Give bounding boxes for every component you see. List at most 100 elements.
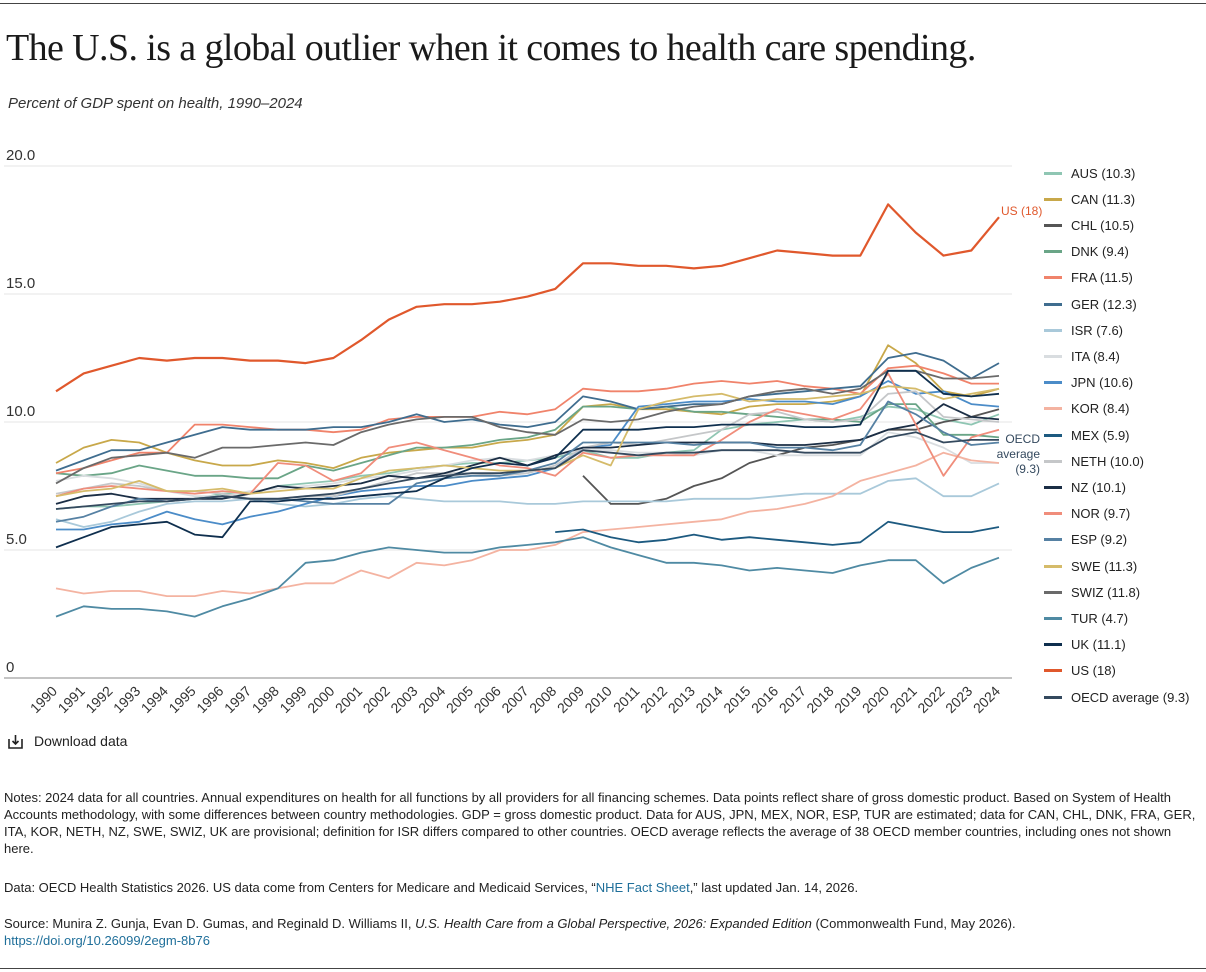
x-tick-label: 2006	[471, 683, 504, 716]
x-tick-label: 2011	[610, 683, 643, 716]
legend-label: ISR (7.6)	[1071, 322, 1124, 338]
legend-item: NZ (10.1)	[1044, 477, 1126, 497]
x-tick-label: 2015	[720, 683, 753, 716]
source-suffix: (Commonwealth Fund, May 2026).	[811, 916, 1016, 931]
x-tick-label: 2012	[637, 683, 670, 716]
x-tick-label: 2000	[304, 683, 337, 716]
doi-link[interactable]: https://doi.org/10.26099/2egm-8b76	[4, 933, 210, 948]
legend-label: KOR (8.4)	[1071, 401, 1130, 417]
legend-swatch	[1044, 485, 1062, 489]
legend-swatch	[1044, 512, 1062, 516]
legend-label: NOR (9.7)	[1071, 506, 1131, 522]
legend-item: UK (11.1)	[1044, 635, 1126, 655]
x-tick-label: 1996	[193, 683, 226, 716]
x-tick-label: 1990	[27, 683, 60, 716]
download-data-label: Download data	[34, 733, 128, 749]
legend-swatch	[1044, 590, 1062, 594]
x-tick-label: 2004	[415, 683, 448, 716]
x-tick-label: 1999	[276, 683, 309, 716]
nhe-fact-sheet-link[interactable]: NHE Fact Sheet	[595, 880, 690, 895]
legend-swatch	[1044, 407, 1062, 411]
legend-item: ITA (8.4)	[1044, 346, 1120, 366]
legend-label: JPN (10.6)	[1071, 375, 1134, 391]
legend-swatch	[1044, 197, 1062, 201]
y-tick-label: 0	[6, 659, 14, 676]
legend-item: SWE (11.3)	[1044, 556, 1137, 576]
series-line	[55, 477, 1000, 528]
legend-label: NZ (10.1)	[1071, 479, 1126, 495]
oecd-end-label: OECD	[1005, 432, 1040, 446]
legend-label: ITA (8.4)	[1071, 348, 1120, 364]
legend-item: CAN (11.3)	[1044, 189, 1135, 209]
bottom-rule	[0, 968, 1206, 969]
x-tick-label: 1995	[165, 683, 198, 716]
series-line	[55, 364, 999, 475]
page-title: The U.S. is a global outlier when it com…	[6, 27, 976, 69]
x-tick-label: 2002	[360, 683, 393, 716]
x-tick-label: 2013	[665, 683, 698, 716]
legend-label: MEX (5.9)	[1071, 427, 1130, 443]
legend-swatch	[1044, 171, 1062, 175]
legend-item: NOR (9.7)	[1044, 504, 1130, 524]
legend-swatch	[1044, 250, 1062, 254]
data-prefix: Data: OECD Health Statistics 2026. US da…	[4, 880, 596, 895]
legend-swatch	[1044, 695, 1062, 699]
x-tick-label: 1992	[82, 683, 115, 716]
legend-swatch	[1044, 328, 1062, 332]
legend-label: GER (12.3)	[1071, 296, 1137, 312]
legend-item: SWIZ (11.8)	[1044, 582, 1140, 602]
top-rule	[0, 3, 1206, 4]
oecd-end-label: average	[997, 447, 1041, 461]
x-tick-label: 2005	[443, 683, 476, 716]
x-tick-label: 2018	[803, 683, 836, 716]
legend-label: FRA (11.5)	[1071, 270, 1133, 286]
series-line	[55, 372, 1000, 498]
x-tick-label: 2003	[387, 683, 420, 716]
legend-item: JPN (10.6)	[1044, 373, 1133, 393]
series-line	[555, 520, 1000, 546]
x-tick-label: 2021	[887, 683, 920, 716]
x-tick-label: 2008	[526, 683, 559, 716]
y-axis-labels: 0 5.0 10.0 15.0 20.0	[6, 147, 35, 676]
x-tick-label: 2024	[970, 683, 1003, 716]
x-tick-label: 2019	[831, 683, 864, 716]
chart-lines	[55, 203, 1000, 618]
x-tick-label: 2009	[554, 683, 587, 716]
legend-item: NETH (10.0)	[1044, 451, 1144, 471]
line-chart: 05.010.015.020.0 19901991199219931994199…	[4, 147, 1043, 716]
legend-label: TUR (4.7)	[1071, 610, 1129, 626]
legend-swatch	[1044, 433, 1062, 437]
legend-label: SWIZ (11.8)	[1071, 584, 1141, 600]
legend-swatch	[1044, 459, 1062, 463]
series-line	[55, 369, 1000, 549]
legend-label: NETH (10.0)	[1071, 453, 1144, 469]
legend-item: CHL (10.5)	[1044, 215, 1134, 235]
chart-subtitle: Percent of GDP spent on health, 1990–202…	[8, 95, 303, 112]
source-citation: Source: Munira Z. Gunja, Evan D. Gumas, …	[4, 915, 1200, 949]
x-tick-label: 2017	[776, 683, 809, 716]
series-line	[55, 431, 999, 498]
legend-swatch	[1044, 538, 1062, 542]
legend-swatch	[1044, 223, 1062, 227]
legend-label: SWE (11.3)	[1071, 558, 1138, 574]
legend-item: OECD average (9.3)	[1044, 687, 1190, 707]
x-tick-label: 2001	[332, 683, 365, 716]
source-title: U.S. Health Care from a Global Perspecti…	[415, 916, 812, 931]
x-tick-label: 1991	[55, 683, 88, 716]
x-tick-label: 2010	[581, 683, 614, 716]
download-data-button[interactable]: Download data	[8, 733, 127, 749]
legend-item: GER (12.3)	[1044, 294, 1137, 314]
x-tick-label: 1993	[110, 683, 143, 716]
legend-swatch	[1044, 616, 1062, 620]
legend-item: FRA (11.5)	[1044, 268, 1133, 288]
legend-swatch	[1044, 354, 1062, 358]
y-tick-label: 5.0	[6, 531, 27, 548]
series-line	[56, 380, 1000, 531]
oecd-end-label: (9.3)	[1015, 462, 1040, 476]
us-end-label: US (18)	[1001, 204, 1042, 218]
legend-swatch	[1044, 381, 1062, 385]
legend-item: DNK (9.4)	[1044, 242, 1129, 262]
chart-grid	[4, 165, 1012, 679]
x-tick-label: 2014	[692, 683, 725, 716]
